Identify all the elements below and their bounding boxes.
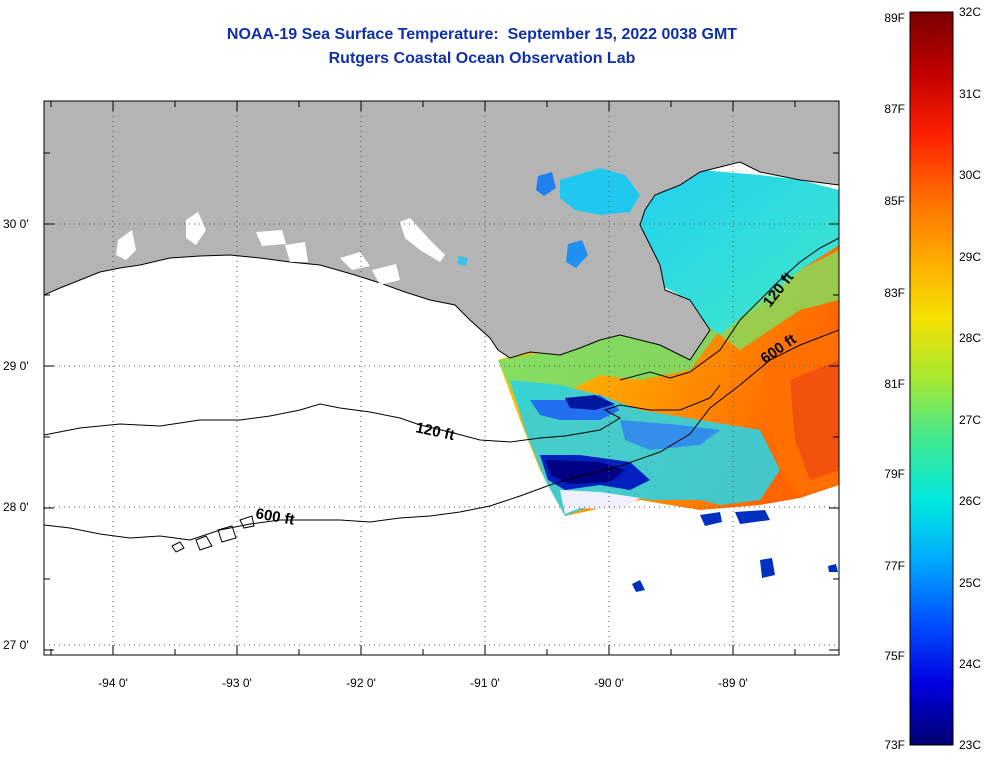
contour-label-600ft-west: 600 ft xyxy=(254,505,296,529)
lake xyxy=(256,230,286,246)
c-label: 29C xyxy=(959,250,981,264)
c-label: 32C xyxy=(959,5,981,19)
c-label: 26C xyxy=(959,494,981,508)
c-label: 31C xyxy=(959,87,981,101)
contour-120ft-west xyxy=(44,384,721,443)
lat-label-30: 30 0' xyxy=(3,217,29,231)
lake xyxy=(340,252,370,270)
bathymetry-contours xyxy=(44,237,839,553)
f-label: 77F xyxy=(884,559,905,573)
lon-label-90: -90 0' xyxy=(594,676,624,690)
c-label: 25C xyxy=(959,576,981,590)
c-label: 28C xyxy=(959,331,981,345)
latitude-labels: 30 0' 29 0' 28 0' 27 0' xyxy=(3,217,29,652)
lake xyxy=(285,242,308,262)
lat-label-28: 28 0' xyxy=(3,500,29,514)
axis-ticks xyxy=(44,101,839,655)
c-label: 23C xyxy=(959,738,981,752)
c-label: 30C xyxy=(959,168,981,182)
lon-label-89: -89 0' xyxy=(718,676,748,690)
colorbar-celsius-labels: 32C 31C 30C 29C 28C 27C 26C 25C 24C 23C xyxy=(959,5,981,752)
map-title: NOAA-19 Sea Surface Temperature: Septemb… xyxy=(226,26,738,43)
lake xyxy=(400,218,445,262)
c-label: 27C xyxy=(959,413,981,427)
f-label: 73F xyxy=(884,738,905,752)
f-label: 75F xyxy=(884,649,905,663)
bay-water xyxy=(566,240,588,268)
lake xyxy=(116,230,136,260)
bay-water xyxy=(536,172,556,196)
f-label: 87F xyxy=(884,102,905,116)
colorbar-fahrenheit-labels: 89F 87F 85F 83F 81F 79F 77F 75F 73F xyxy=(884,11,905,752)
contour-120ft-east xyxy=(689,237,839,373)
lake xyxy=(186,212,206,245)
map-area: 120 ft 600 ft 120 ft 600 ft xyxy=(44,101,839,655)
lon-label-94: -94 0' xyxy=(98,676,128,690)
lon-label-92: -92 0' xyxy=(346,676,376,690)
contour-120ft-east2 xyxy=(619,371,691,381)
f-label: 79F xyxy=(884,467,905,481)
f-label: 85F xyxy=(884,194,905,208)
lake xyxy=(458,256,468,266)
bay-water xyxy=(560,168,640,215)
lake xyxy=(372,264,400,285)
land-mass xyxy=(44,101,839,361)
lon-label-91: -91 0' xyxy=(470,676,500,690)
contour-600ft-west xyxy=(44,329,839,541)
c-label: 24C xyxy=(959,657,981,671)
map-subtitle: Rutgers Coastal Ocean Observation Lab xyxy=(328,50,636,67)
colorbar-scale xyxy=(909,11,954,746)
lon-label-93: -93 0' xyxy=(222,676,252,690)
f-label: 83F xyxy=(884,286,905,300)
longitude-labels: -94 0' -93 0' -92 0' -91 0' -90 0' -89 0… xyxy=(98,676,748,690)
lat-label-27: 27 0' xyxy=(3,638,29,652)
map-frame xyxy=(43,100,840,656)
colorbar: 89F 87F 85F 83F 81F 79F 77F 75F 73F 32C … xyxy=(884,5,981,752)
island-outlines xyxy=(171,515,255,553)
f-label: 81F xyxy=(884,377,905,391)
lat-label-29: 29 0' xyxy=(3,359,29,373)
f-label: 89F xyxy=(884,11,905,25)
